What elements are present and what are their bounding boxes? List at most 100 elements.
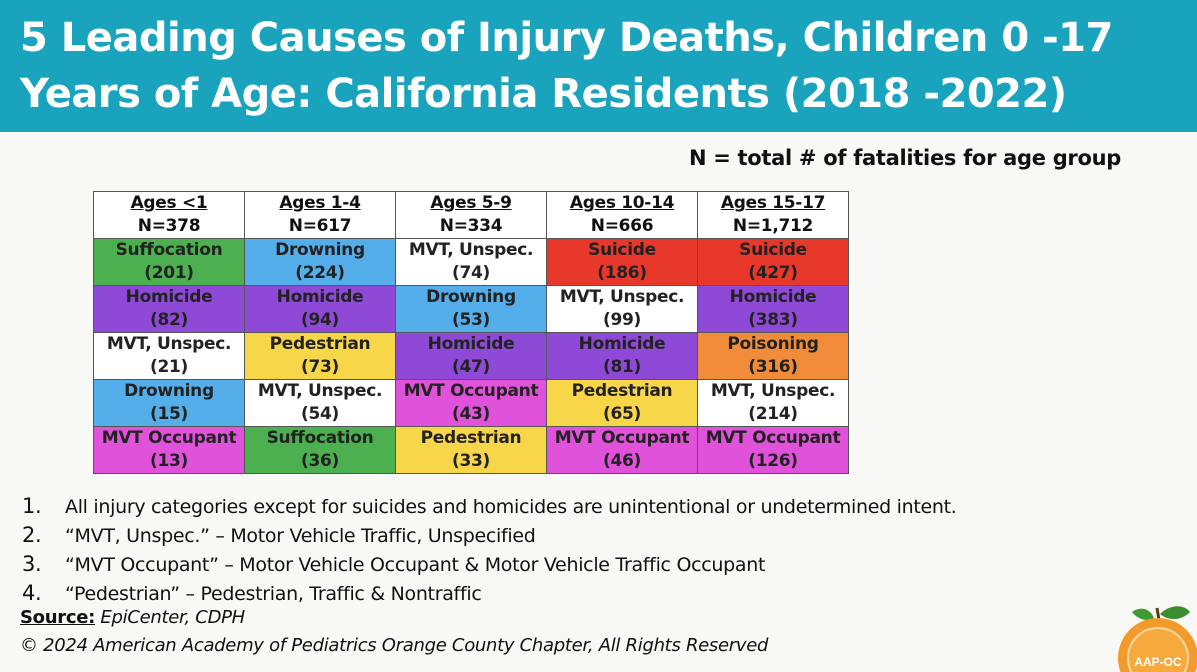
death-count: (214): [748, 404, 798, 424]
cause-name: Homicide: [427, 334, 515, 354]
footnote-text: “Pedestrian” – Pedestrian, Traffic & Non…: [65, 583, 482, 605]
cause-name: MVT, Unspec.: [710, 381, 836, 401]
cause-cell: Homicide (82): [93, 285, 245, 333]
age-group-label: Ages 5-9: [430, 193, 512, 213]
footnote-item: 3. “MVT Occupant” – Motor Vehicle Occupan…: [22, 550, 957, 579]
cause-name: Pedestrian: [269, 334, 371, 354]
cause-name: MVT Occupant: [403, 381, 539, 401]
age-group-label: Ages <1: [130, 193, 208, 213]
age-group-label: Ages 15-17: [720, 193, 826, 213]
column-header: Ages 5-9 N=334: [395, 191, 547, 239]
cause-name: MVT Occupant: [101, 428, 237, 448]
cause-name: MVT, Unspec.: [257, 381, 383, 401]
footnote-item: 1. All injury categories except for suici…: [22, 492, 957, 521]
death-count: (427): [748, 263, 798, 283]
logo-text: AAP-OC: [1134, 655, 1182, 669]
cause-name: Drowning: [124, 381, 214, 401]
injury-causes-table: Ages <1 N=378 Ages 1-4 N=617 Ages 5-9 N=334…: [93, 191, 849, 474]
cause-name: Suicide: [588, 240, 656, 260]
death-count: (99): [603, 310, 641, 330]
cause-cell: Suffocation (36): [244, 426, 396, 474]
death-count: (316): [748, 357, 798, 377]
cause-name: MVT Occupant: [554, 428, 690, 448]
cause-cell: Pedestrian (65): [546, 379, 698, 427]
slide-title: 5 Leading Causes of Injury Deaths, Child…: [20, 15, 1113, 117]
cause-cell: Pedestrian (33): [395, 426, 547, 474]
death-count: (74): [452, 263, 490, 283]
cause-cell: Drowning (53): [395, 285, 547, 333]
footnote-text: All injury categories except for suicide…: [65, 496, 957, 518]
death-count: (33): [452, 451, 490, 471]
source-text: EpiCenter, CDPH: [100, 607, 245, 628]
cause-cell: MVT Occupant (43): [395, 379, 547, 427]
cause-name: Homicide: [729, 287, 817, 307]
cause-name: Pedestrian: [420, 428, 522, 448]
death-count: (94): [301, 310, 339, 330]
death-count: (46): [603, 451, 641, 471]
table-body: Suffocation (201) Drowning (224) MVT, Unspec…: [93, 238, 849, 474]
cause-cell: Suicide (186): [546, 238, 698, 286]
column-header: Ages 1-4 N=617: [244, 191, 396, 239]
death-count: (224): [295, 263, 345, 283]
column-header: Ages <1 N=378: [93, 191, 245, 239]
cause-cell: MVT, Unspec. (21): [93, 332, 245, 380]
cause-name: MVT, Unspec.: [106, 334, 232, 354]
source-label: Source:: [20, 607, 95, 628]
cause-name: MVT Occupant: [705, 428, 841, 448]
footnote-number: 1.: [22, 494, 42, 518]
cause-name: MVT, Unspec.: [408, 240, 534, 260]
footnote-number: 3.: [22, 552, 42, 576]
cause-cell: Poisoning (316): [697, 332, 849, 380]
death-count: (43): [452, 404, 490, 424]
cause-cell: MVT Occupant (46): [546, 426, 698, 474]
cause-cell: MVT Occupant (126): [697, 426, 849, 474]
cause-cell: MVT, Unspec. (214): [697, 379, 849, 427]
cause-cell: MVT Occupant (13): [93, 426, 245, 474]
footnote-number: 2.: [22, 523, 42, 547]
source-line: Source: EpiCenter, CDPH: [20, 607, 245, 628]
age-group-n: N=617: [288, 216, 352, 236]
death-count: (383): [748, 310, 798, 330]
cause-name: Homicide: [276, 287, 364, 307]
death-count: (36): [301, 451, 339, 471]
footnote-number: 4.: [22, 581, 42, 605]
cause-name: Suffocation: [115, 240, 223, 260]
footnotes-list: 1. All injury categories except for suici…: [22, 492, 957, 608]
cause-cell: Suffocation (201): [93, 238, 245, 286]
orange-fruit-logo-icon: AAP-OC: [1118, 606, 1197, 672]
cause-cell: Homicide (81): [546, 332, 698, 380]
cause-cell: MVT, Unspec. (99): [546, 285, 698, 333]
cause-name: Pedestrian: [571, 381, 673, 401]
table-row: MVT Occupant (13) Suffocation (36) Pedestria…: [93, 426, 849, 474]
table-header-row: Ages <1 N=378 Ages 1-4 N=617 Ages 5-9 N=334…: [93, 191, 849, 239]
death-count: (53): [452, 310, 490, 330]
death-count: (47): [452, 357, 490, 377]
copyright-notice: © 2024 American Academy of Pediatrics Or…: [20, 635, 769, 656]
column-header: Ages 15-17 N=1,712: [697, 191, 849, 239]
death-count: (201): [144, 263, 194, 283]
cause-name: Homicide: [578, 334, 666, 354]
n-legend-note: N = total # of fatalities for age group: [688, 146, 1121, 170]
cause-name: Drowning: [275, 240, 365, 260]
death-count: (73): [301, 357, 339, 377]
cause-name: MVT, Unspec.: [559, 287, 685, 307]
death-count: (21): [150, 357, 188, 377]
cause-name: Drowning: [426, 287, 516, 307]
footnote-text: “MVT Occupant” – Motor Vehicle Occupant …: [65, 554, 766, 576]
cause-name: Poisoning: [727, 334, 819, 354]
death-count: (82): [150, 310, 188, 330]
death-count: (13): [150, 451, 188, 471]
cause-name: Suicide: [739, 240, 807, 260]
table-row: Suffocation (201) Drowning (224) MVT, Unspec…: [93, 238, 849, 286]
cause-cell: Suicide (427): [697, 238, 849, 286]
cause-cell: Drowning (224): [244, 238, 396, 286]
cause-cell: Homicide (47): [395, 332, 547, 380]
cause-cell: Homicide (383): [697, 285, 849, 333]
death-count: (65): [603, 404, 641, 424]
death-count: (15): [150, 404, 188, 424]
death-count: (126): [748, 451, 798, 471]
death-count: (54): [301, 404, 339, 424]
title-banner: 5 Leading Causes of Injury Deaths, Child…: [0, 0, 1197, 132]
table-row: Drowning (15) MVT, Unspec. (54) MVT Occupant…: [93, 379, 849, 427]
age-group-label: Ages 10-14: [569, 193, 675, 213]
